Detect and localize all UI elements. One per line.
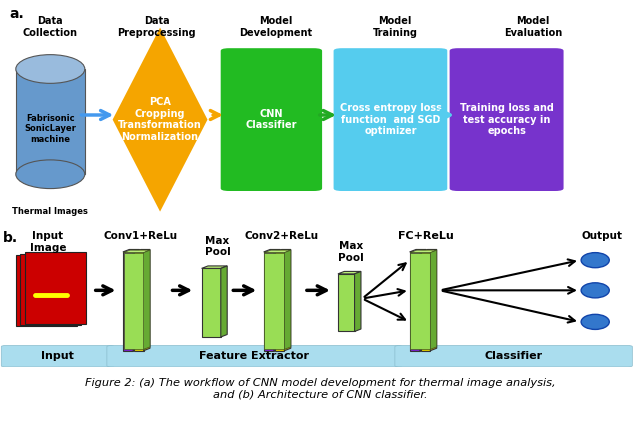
Text: Conv1+ReLu: Conv1+ReLu bbox=[104, 231, 178, 241]
Polygon shape bbox=[124, 253, 143, 349]
Text: b.: b. bbox=[3, 231, 19, 245]
Polygon shape bbox=[264, 253, 284, 349]
Polygon shape bbox=[338, 274, 355, 332]
Text: Model
Evaluation: Model Evaluation bbox=[504, 16, 563, 38]
Polygon shape bbox=[284, 249, 291, 351]
Text: FC+ReLu: FC+ReLu bbox=[398, 231, 454, 241]
Text: Data
Collection: Data Collection bbox=[23, 16, 78, 38]
Polygon shape bbox=[123, 252, 133, 351]
Polygon shape bbox=[16, 69, 85, 174]
Polygon shape bbox=[133, 249, 140, 351]
Polygon shape bbox=[134, 252, 143, 351]
Polygon shape bbox=[143, 250, 150, 349]
Text: Training loss and
test accuracy in
epochs: Training loss and test accuracy in epoch… bbox=[460, 103, 554, 136]
Polygon shape bbox=[221, 266, 227, 337]
FancyBboxPatch shape bbox=[395, 346, 632, 367]
Text: Feature Extractor: Feature Extractor bbox=[200, 351, 309, 361]
Polygon shape bbox=[264, 249, 280, 252]
FancyBboxPatch shape bbox=[20, 254, 81, 325]
Polygon shape bbox=[275, 249, 291, 252]
Text: Cross entropy loss
function  and SGD
optimizer: Cross entropy loss function and SGD opti… bbox=[340, 103, 442, 136]
Polygon shape bbox=[124, 250, 150, 253]
Polygon shape bbox=[202, 266, 227, 268]
Polygon shape bbox=[420, 249, 426, 351]
FancyBboxPatch shape bbox=[16, 254, 77, 326]
Text: PCA
Cropping
Transformation
Normalization: PCA Cropping Transformation Normalizatio… bbox=[118, 97, 202, 142]
Text: Input: Input bbox=[41, 351, 74, 361]
Polygon shape bbox=[264, 252, 274, 351]
Polygon shape bbox=[430, 249, 436, 351]
Polygon shape bbox=[123, 249, 140, 252]
Text: Model
Training: Model Training bbox=[372, 16, 418, 38]
Text: Max
Pool: Max Pool bbox=[339, 241, 364, 263]
FancyBboxPatch shape bbox=[333, 47, 449, 192]
Polygon shape bbox=[202, 268, 221, 337]
Text: Fabrisonic
SonicLayer
machine: Fabrisonic SonicLayer machine bbox=[24, 114, 76, 144]
FancyBboxPatch shape bbox=[1, 346, 114, 367]
Polygon shape bbox=[430, 250, 436, 349]
Text: Input
Image: Input Image bbox=[29, 231, 67, 253]
Polygon shape bbox=[338, 271, 361, 274]
Polygon shape bbox=[275, 252, 284, 351]
FancyBboxPatch shape bbox=[449, 47, 564, 192]
Text: Figure 2: (a) The workflow of CNN model development for thermal image analysis,
: Figure 2: (a) The workflow of CNN model … bbox=[84, 378, 556, 400]
Text: Classifier: Classifier bbox=[484, 351, 543, 361]
Text: Thermal Images: Thermal Images bbox=[12, 207, 88, 216]
Polygon shape bbox=[134, 249, 150, 252]
Text: a.: a. bbox=[10, 7, 24, 21]
FancyBboxPatch shape bbox=[220, 47, 323, 192]
Text: Data
Preprocessing: Data Preprocessing bbox=[118, 16, 196, 38]
Ellipse shape bbox=[581, 253, 609, 268]
Text: Max
Pool: Max Pool bbox=[205, 236, 230, 257]
FancyBboxPatch shape bbox=[25, 252, 86, 324]
Polygon shape bbox=[111, 25, 209, 214]
Polygon shape bbox=[421, 249, 436, 252]
Ellipse shape bbox=[581, 314, 609, 330]
Polygon shape bbox=[274, 249, 280, 351]
Polygon shape bbox=[410, 250, 436, 253]
Ellipse shape bbox=[16, 160, 85, 189]
Polygon shape bbox=[355, 271, 361, 332]
Polygon shape bbox=[410, 249, 426, 252]
Polygon shape bbox=[410, 252, 420, 351]
Polygon shape bbox=[143, 249, 150, 351]
Ellipse shape bbox=[581, 283, 609, 298]
Polygon shape bbox=[410, 253, 430, 349]
FancyBboxPatch shape bbox=[107, 346, 402, 367]
Polygon shape bbox=[264, 250, 291, 253]
Text: Model
Development: Model Development bbox=[239, 16, 313, 38]
Polygon shape bbox=[284, 250, 291, 349]
Ellipse shape bbox=[16, 54, 85, 84]
Text: Output: Output bbox=[581, 231, 622, 241]
Text: CNN
Classifier: CNN Classifier bbox=[246, 109, 297, 130]
Polygon shape bbox=[421, 252, 430, 351]
Text: Conv2+ReLu: Conv2+ReLu bbox=[244, 231, 319, 241]
